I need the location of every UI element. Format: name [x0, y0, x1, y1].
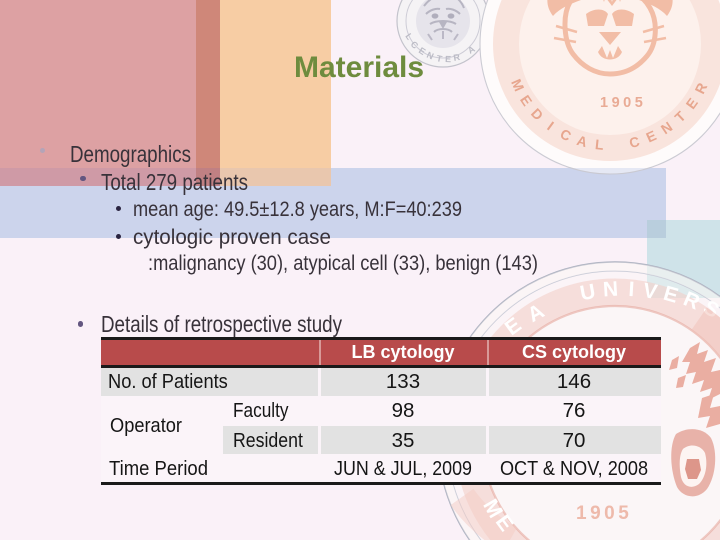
svg-text:C: C: [628, 133, 642, 151]
svg-text:L: L: [594, 136, 605, 153]
svg-text:N: N: [425, 50, 435, 62]
svg-text:E: E: [417, 45, 427, 57]
svg-text:U: U: [578, 280, 597, 305]
svg-text:1905: 1905: [576, 503, 632, 524]
svg-text:R: R: [453, 52, 462, 63]
svg-text:1905: 1905: [600, 95, 646, 111]
svg-text:V: V: [641, 279, 659, 304]
svg-text:N: N: [602, 278, 619, 302]
svg-text:I: I: [628, 278, 635, 301]
svg-text:A: A: [575, 132, 589, 150]
svg-text:L: L: [403, 31, 415, 42]
svg-text:T: T: [436, 53, 444, 64]
svg-text:A: A: [466, 44, 477, 56]
svg-text:C: C: [409, 39, 421, 51]
svg-text:E: E: [661, 282, 681, 308]
svg-text:E: E: [445, 54, 451, 64]
